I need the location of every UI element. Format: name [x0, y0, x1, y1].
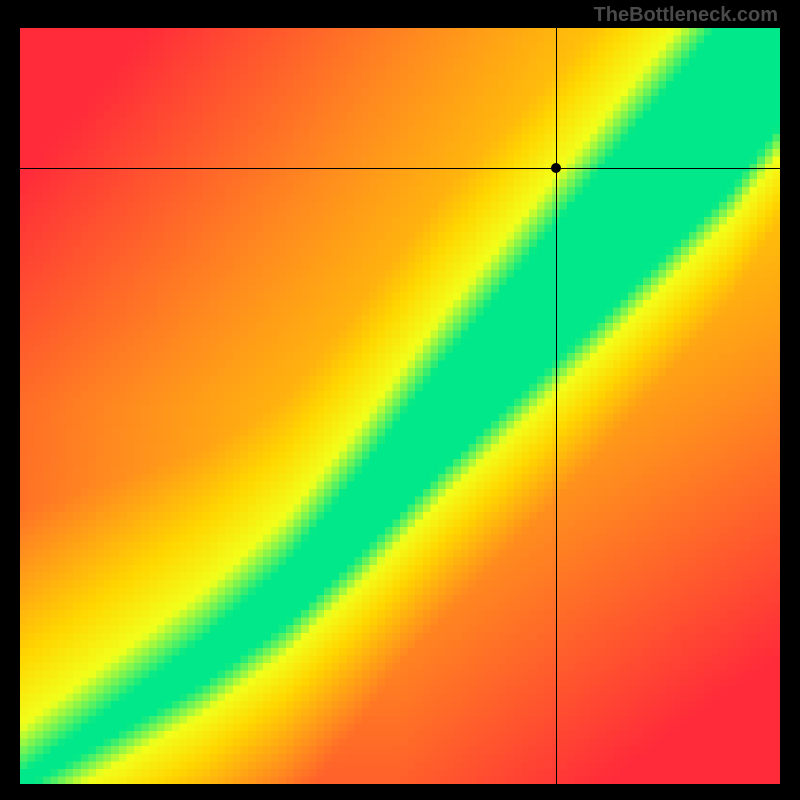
crosshair-horizontal: [20, 168, 780, 169]
heatmap-canvas: [20, 28, 780, 784]
marker-dot: [551, 163, 561, 173]
crosshair-vertical: [556, 28, 557, 784]
heatmap-chart: [20, 28, 780, 784]
watermark-text: TheBottleneck.com: [594, 4, 778, 27]
